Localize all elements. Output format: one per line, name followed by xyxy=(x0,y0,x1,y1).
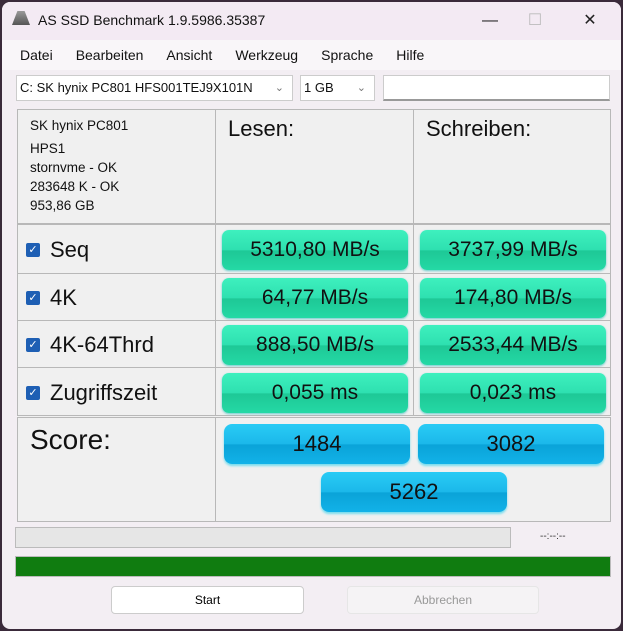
minimize-button[interactable]: — xyxy=(482,12,498,29)
read-value: 64,77 MB/s xyxy=(222,278,408,318)
read-header-cell: Lesen: xyxy=(215,109,414,224)
menu-bearbeiten[interactable]: Bearbeiten xyxy=(75,47,144,63)
start-button[interactable]: Start xyxy=(111,586,304,614)
text-field[interactable] xyxy=(383,75,610,101)
score-label-cell: Score: xyxy=(17,417,216,522)
drive-capacity: 953,86 GB xyxy=(30,198,95,213)
row-label-cell: ✓ 4K-64Thrd xyxy=(17,320,216,368)
chevron-down-icon: ⌄ xyxy=(356,82,366,94)
cancel-button[interactable]: Abbrechen xyxy=(347,586,539,614)
elapsed-time: --:--:-- xyxy=(540,531,566,542)
menu-hilfe[interactable]: Hilfe xyxy=(396,47,425,63)
score-read: 1484 xyxy=(224,424,410,464)
row-label-cell: ✓ 4K xyxy=(17,273,216,321)
read-header: Lesen: xyxy=(228,116,295,141)
write-cell: 3737,99 MB/s xyxy=(413,224,611,274)
row-label-cell: ✓ Seq xyxy=(17,224,216,274)
menu-sprache[interactable]: Sprache xyxy=(321,47,374,63)
write-value: 174,80 MB/s xyxy=(420,278,606,318)
menu-bar: Datei Bearbeiten Ansicht Werkzeug Sprach… xyxy=(2,40,621,70)
drive-select[interactable]: C: SK hynix PC801 HFS001TEJ9X101N ⌄ xyxy=(16,75,293,101)
row-label: 4K xyxy=(50,285,77,310)
read-value: 888,50 MB/s xyxy=(222,325,408,365)
row-label: Seq xyxy=(50,237,90,262)
write-value: 3737,99 MB/s xyxy=(420,230,606,270)
drive-model: SK hynix PC801 xyxy=(30,118,129,133)
write-value: 2533,44 MB/s xyxy=(420,325,606,365)
current-progress-bar xyxy=(15,527,511,548)
read-cell: 888,50 MB/s xyxy=(215,320,414,368)
menu-datei[interactable]: Datei xyxy=(20,47,53,63)
size-select-value: 1 GB xyxy=(304,80,334,95)
checkbox-icon[interactable]: ✓ xyxy=(26,291,40,305)
size-select[interactable]: 1 GB ⌄ xyxy=(300,75,375,101)
drive-firmware: HPS1 xyxy=(30,141,66,156)
write-cell: 0,023 ms xyxy=(413,367,611,416)
menu-ansicht[interactable]: Ansicht xyxy=(166,47,213,63)
score-cell: 1484 3082 5262 xyxy=(215,417,611,522)
alignment-status: 283648 K - OK xyxy=(30,179,120,194)
write-cell: 2533,44 MB/s xyxy=(413,320,611,368)
row-label: 4K-64Thrd xyxy=(50,332,154,357)
read-cell: 0,055 ms xyxy=(215,367,414,416)
row-label: Zugriffszeit xyxy=(50,379,158,405)
menu-werkzeug[interactable]: Werkzeug xyxy=(235,47,299,63)
row-label-cell: ✓ Zugriffszeit xyxy=(17,367,216,416)
close-button[interactable]: ✕ xyxy=(583,12,597,29)
write-header: Schreiben: xyxy=(426,116,532,141)
read-value: 5310,80 MB/s xyxy=(222,230,408,270)
checkbox-icon[interactable]: ✓ xyxy=(26,338,40,352)
read-cell: 64,77 MB/s xyxy=(215,273,414,321)
read-cell: 5310,80 MB/s xyxy=(215,224,414,274)
write-value: 0,023 ms xyxy=(420,372,606,413)
overall-progress-bar xyxy=(15,556,611,577)
score-write: 3082 xyxy=(418,424,604,464)
checkbox-icon[interactable]: ✓ xyxy=(26,385,40,400)
read-value: 0,055 ms xyxy=(222,372,408,413)
title-bar: AS SSD Benchmark 1.9.5986.35387 — ☐ ✕ xyxy=(2,2,621,40)
checkbox-icon[interactable]: ✓ xyxy=(26,243,40,257)
drive-select-value: C: SK hynix PC801 HFS001TEJ9X101N xyxy=(20,80,253,95)
window-title: AS SSD Benchmark 1.9.5986.35387 xyxy=(38,12,266,28)
maximize-button[interactable]: ☐ xyxy=(527,12,543,29)
driver-status: stornvme - OK xyxy=(30,160,118,175)
score-label: Score: xyxy=(30,424,111,455)
chevron-down-icon: ⌄ xyxy=(274,82,284,94)
score-total: 5262 xyxy=(321,472,507,512)
write-cell: 174,80 MB/s xyxy=(413,273,611,321)
drive-info: SK hynix PC801 HPS1 stornvme - OK 283648… xyxy=(17,109,216,224)
results-grid: SK hynix PC801 HPS1 stornvme - OK 283648… xyxy=(17,109,611,522)
write-header-cell: Schreiben: xyxy=(413,109,611,224)
app-icon xyxy=(12,11,30,25)
